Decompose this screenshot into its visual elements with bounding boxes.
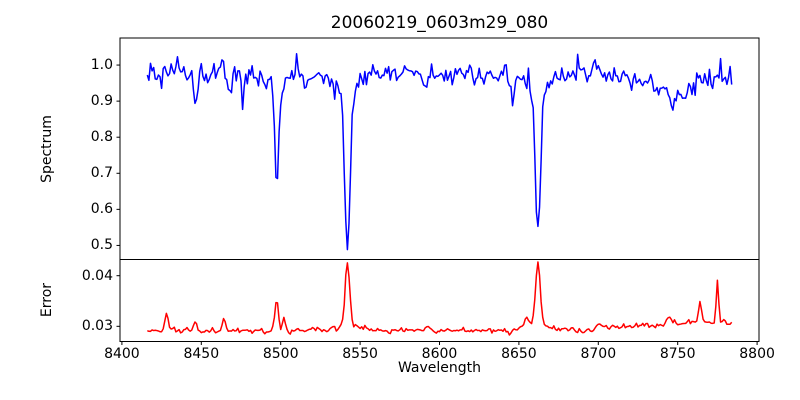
y-tick-label: 0.5	[90, 237, 113, 254]
y-tick-label: 0.7	[90, 165, 113, 182]
spectrum-panel-border	[119, 37, 760, 260]
x-tick-label: 8550	[342, 346, 378, 362]
x-tick-label: 8600	[421, 346, 458, 362]
x-tick-label: 8400	[104, 346, 140, 362]
x-tick-label: 8450	[183, 346, 220, 362]
spectrum-line	[146, 53, 733, 251]
y-tick-label: 0.03	[81, 318, 113, 335]
y-tick-label: 0.9	[90, 93, 113, 110]
x-tick-label: 8700	[580, 346, 617, 362]
x-axis-label: Wavelength	[397, 360, 482, 376]
error-line	[147, 261, 733, 336]
y-tick-label: 0.6	[90, 201, 113, 218]
y-tick-label: 0.8	[90, 129, 113, 146]
chart-title: 20060219_0603m29_080	[330, 13, 549, 33]
x-tick-label: 8500	[262, 346, 299, 362]
x-tick-label: 8800	[739, 346, 775, 362]
y-axis-label-error: Error	[39, 282, 55, 318]
error-panel-border	[119, 259, 760, 342]
y-tick-label: 0.04	[81, 267, 113, 284]
x-tick-label: 8650	[501, 346, 537, 362]
x-tick-label: 8750	[659, 346, 696, 362]
y-tick-label: 1.0	[90, 57, 113, 74]
